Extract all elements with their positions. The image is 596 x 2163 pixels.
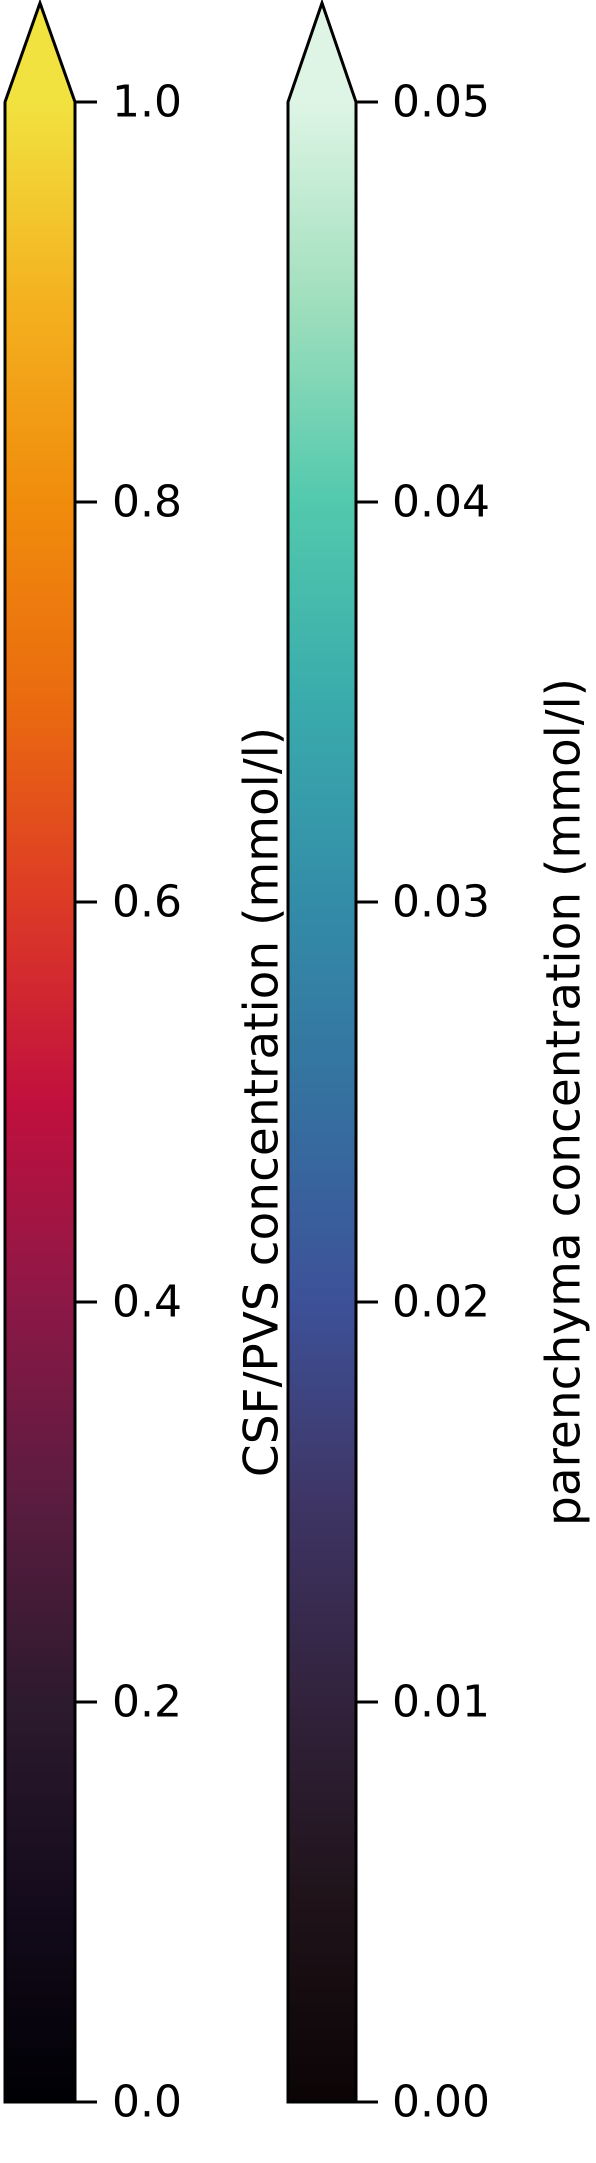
parenchyma-gradient-bar	[288, 102, 356, 2102]
parenchyma-tick-label: 0.00	[392, 2077, 490, 2128]
csf-tick-label: 0.0	[112, 2077, 182, 2128]
csf-axis-label: CSF/PVS concentration (mmol/l)	[235, 727, 290, 1477]
csf-tick-label: 0.4	[112, 1277, 182, 1328]
parenchyma-axis-label: parenchyma concentration (mmol/l)	[537, 678, 592, 1526]
csf-tick-label: 0.2	[112, 1677, 182, 1728]
csf-colorbar: 0.0 0.2 0.4 0.6 0.8 1.0 CSF/PVS concentration …	[3, 0, 290, 2128]
csf-tick-label: 0.8	[112, 477, 182, 528]
csf-outline	[3, 0, 77, 2104]
parenchyma-extend-max-triangle	[288, 3, 356, 102]
parenchyma-outline	[286, 0, 358, 2104]
csf-gradient-bar	[5, 102, 75, 2102]
parenchyma-tick-label: 0.04	[392, 477, 490, 528]
parenchyma-tick-label: 0.05	[392, 77, 490, 128]
csf-tick-label: 0.6	[112, 877, 182, 928]
parenchyma-colorbar: 0.00 0.01 0.02 0.03 0.04 0.05 parenchyma conce…	[286, 0, 592, 2128]
parenchyma-tick-label: 0.03	[392, 877, 490, 928]
csf-extend-max-triangle	[5, 3, 75, 102]
parenchyma-tick-label: 0.01	[392, 1677, 490, 1728]
csf-tick-label: 1.0	[112, 77, 182, 128]
parenchyma-tick-label: 0.02	[392, 1277, 490, 1328]
